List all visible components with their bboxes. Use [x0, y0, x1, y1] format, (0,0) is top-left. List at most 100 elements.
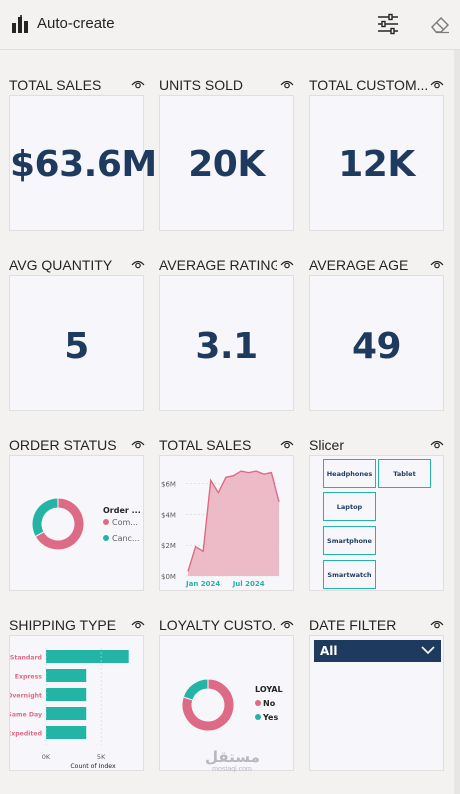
legend-title: LOYAL	[255, 685, 283, 694]
tile-title: TOTAL CUSTOM...	[309, 77, 427, 93]
watermark-arabic: مستقل	[205, 748, 260, 766]
bar-chart-card-shipping-type[interactable]: Standard Express Overnight Same Day Expedite…	[7, 635, 144, 771]
kpi-value: 20K	[188, 144, 265, 185]
tile-header-order-status: ORDER STATUS	[9, 435, 145, 455]
tile-title: AVERAGE AGE	[309, 257, 409, 273]
chevron-down-icon	[421, 646, 435, 655]
scrollbar[interactable]	[454, 50, 460, 794]
bar-category-label: Standard	[10, 655, 42, 662]
donut-order-slices	[31, 497, 85, 551]
bar-chart-icon	[12, 15, 28, 33]
kpi-card-units-sold[interactable]: 20K	[159, 95, 294, 231]
eye-icon[interactable]	[430, 78, 444, 90]
kpi-card-avg-quantity[interactable]: 5	[9, 275, 144, 411]
tile-header-slicer: Slicer	[309, 435, 444, 455]
top-bar: Auto-create	[0, 0, 460, 50]
bar-standard	[46, 650, 129, 663]
slicer-option-smartwatch[interactable]: Smartwatch	[323, 560, 376, 589]
eye-icon[interactable]	[280, 258, 294, 270]
loyalty-donut-chart: LOYAL No Yes	[181, 678, 283, 732]
tile-header-total-sales: TOTAL SALES	[9, 75, 145, 95]
slicer-option-tablet[interactable]: Tablet	[378, 459, 431, 488]
eye-icon[interactable]	[131, 78, 145, 90]
donut-slice-yes	[182, 678, 209, 701]
tile-title: UNITS SOLD	[159, 77, 244, 93]
bar-category-label: Overnight	[10, 693, 42, 700]
donut-slice-com	[34, 497, 85, 551]
date-filter-card: All	[309, 635, 444, 771]
product-slicer-card: Headphones Tablet Laptop Smartphone Smar…	[309, 455, 444, 591]
tile-header-total-customers: TOTAL CUSTOM...	[309, 75, 444, 95]
eraser-icon[interactable]	[428, 12, 452, 36]
kpi-card-average-rating[interactable]: 3.1	[159, 275, 294, 411]
slicer-option-smartphone[interactable]: Smartphone	[323, 526, 376, 555]
app-title: Auto-create	[37, 15, 115, 32]
bar-overnight	[46, 688, 87, 701]
tile-header-average-age: AVERAGE AGE	[309, 255, 444, 275]
eye-icon[interactable]	[430, 258, 444, 270]
slicer-option-headphones[interactable]: Headphones	[323, 459, 376, 488]
donut-card-loyalty[interactable]: LOYAL No Yes	[159, 635, 294, 771]
kpi-card-total-sales[interactable]: $63.6M	[9, 95, 157, 231]
eye-icon[interactable]	[430, 438, 444, 450]
kpi-value: 12K	[338, 144, 415, 185]
bar-same-day	[46, 707, 87, 720]
tile-title: DATE FILTER	[309, 617, 397, 633]
y-tick-label: $0M	[161, 573, 176, 581]
area-chart-card-total-sales[interactable]: $0M $2M $4M $6M Jan 2024 Jul 2024	[159, 455, 294, 591]
eye-icon[interactable]	[131, 438, 145, 450]
y-tick-label: $2M	[161, 542, 176, 550]
kpi-value: 3.1	[195, 326, 258, 367]
eye-icon[interactable]	[280, 78, 294, 90]
y-tick-label: $4M	[161, 511, 176, 519]
legend-label: No	[263, 699, 276, 708]
donut-card-order-status[interactable]: Order ... Com... Canc...	[9, 455, 144, 591]
sliders-icon[interactable]	[376, 12, 400, 36]
tile-title: Slicer	[309, 437, 345, 453]
slicer-option-laptop[interactable]: Laptop	[323, 492, 376, 521]
donut-loyalty-slices	[181, 678, 235, 732]
dropdown-selected-value: All	[320, 644, 338, 658]
shipping-type-bar-chart: Standard Express Overnight Same Day Expedite…	[7, 648, 129, 770]
kpi-card-average-age[interactable]: 49	[309, 275, 444, 411]
tile-header-date-filter: DATE FILTER	[309, 615, 444, 635]
x-axis-title: Count of Index	[70, 763, 116, 770]
mostaql-watermark: مستقل mostaql.com	[205, 748, 260, 773]
eye-icon[interactable]	[280, 618, 294, 630]
eye-icon[interactable]	[430, 618, 444, 630]
tile-title: TOTAL SALES	[9, 77, 102, 93]
tile-header-avg-quantity: AVG QUANTITY	[9, 255, 145, 275]
kpi-card-total-customers[interactable]: 12K	[309, 95, 444, 231]
eye-icon[interactable]	[280, 438, 294, 450]
tile-header-units-sold: UNITS SOLD	[159, 75, 294, 95]
x-tick-label: Jan 2024	[185, 580, 220, 588]
area-fill	[188, 471, 279, 576]
kpi-value: 5	[64, 326, 89, 367]
order-status-donut-chart: Order ... Com... Canc...	[31, 497, 141, 551]
tile-title: AVERAGE RATING	[159, 257, 277, 273]
tile-title: AVG QUANTITY	[9, 257, 113, 273]
bar-category-label: Same Day	[10, 712, 42, 719]
x-tick-label: 0K	[42, 753, 51, 761]
bar-category-label: Expedited	[10, 731, 42, 738]
legend-swatch-cancelled	[103, 535, 109, 541]
tile-title: SHIPPING TYPE	[9, 617, 117, 633]
date-filter-dropdown[interactable]: All	[314, 640, 441, 662]
kpi-value: $63.6M	[10, 144, 157, 185]
kpi-value: 49	[351, 326, 402, 367]
tile-header-loyalty: LOYALTY CUSTO...	[159, 615, 294, 635]
eye-icon[interactable]	[131, 618, 145, 630]
legend-swatch-completed	[103, 519, 109, 525]
eye-icon[interactable]	[131, 258, 145, 270]
tile-header-total-sales-chart: TOTAL SALES	[159, 435, 294, 455]
bar-express	[46, 669, 87, 682]
legend-title: Order ...	[103, 506, 141, 515]
x-tick-label: 5K	[97, 753, 106, 761]
legend-label: Canc...	[112, 534, 140, 543]
bar-category-label: Express	[15, 674, 43, 681]
tile-title: LOYALTY CUSTO...	[159, 617, 277, 633]
legend-swatch-yes	[255, 714, 261, 720]
tile-title: TOTAL SALES	[159, 437, 252, 453]
x-tick-label: Jul 2024	[232, 580, 265, 588]
bar-expedited	[46, 726, 87, 739]
